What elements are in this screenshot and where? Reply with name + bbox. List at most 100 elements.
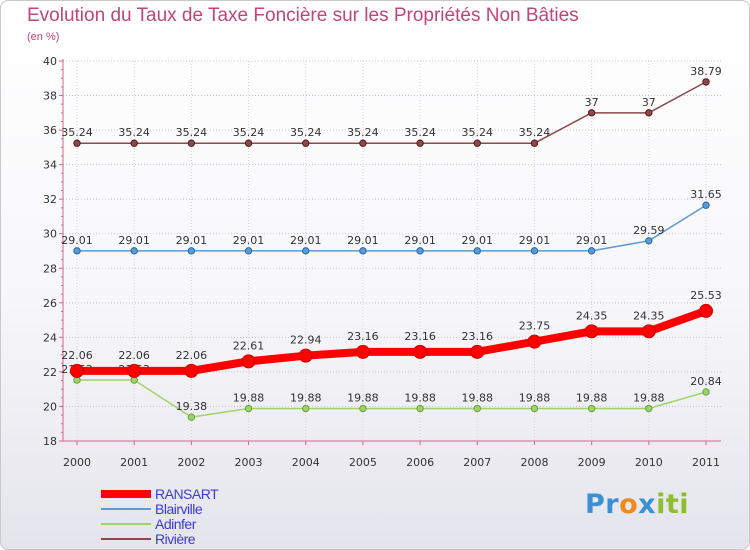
y-tick-label: 20 — [43, 400, 57, 413]
y-tick-label: 24 — [43, 331, 57, 344]
data-point — [413, 344, 428, 359]
y-tick-label: 36 — [43, 124, 57, 137]
data-label: 35.24 — [462, 126, 494, 139]
data-point — [527, 334, 542, 349]
legend-item-blairville: Blairville — [101, 501, 301, 517]
y-tick-label: 40 — [43, 55, 57, 68]
data-point — [187, 139, 196, 147]
data-label: 29.01 — [118, 234, 150, 247]
data-label: 29.01 — [462, 234, 494, 247]
y-tick-label: 34 — [43, 159, 57, 172]
data-point — [302, 247, 310, 255]
data-label: 23.16 — [347, 330, 379, 343]
legend-label-blairville: Blairville — [155, 501, 203, 517]
data-label: 24.35 — [633, 309, 665, 322]
data-point — [699, 303, 713, 318]
series-line-adinfer — [76, 379, 707, 418]
data-point — [244, 404, 253, 413]
data-point — [702, 201, 710, 209]
data-label: 23.75 — [519, 320, 551, 333]
legend-label-riviere: Rivière — [155, 531, 196, 547]
x-tick-label: 2001 — [120, 456, 148, 469]
data-label: 19.88 — [404, 392, 436, 405]
data-point — [127, 363, 142, 378]
x-tick-label: 2011 — [692, 456, 720, 469]
data-point — [302, 404, 310, 413]
data-label: 19.88 — [462, 392, 494, 405]
data-point — [359, 139, 367, 147]
data-label: 25.53 — [690, 289, 722, 302]
legend-swatch-blairville — [101, 508, 151, 510]
data-point — [355, 344, 370, 359]
data-point — [530, 247, 539, 255]
data-point — [73, 247, 81, 255]
data-label: 29.01 — [404, 234, 436, 247]
data-label: 22.94 — [290, 334, 322, 347]
data-point — [530, 139, 539, 147]
data-label: 19.88 — [347, 392, 379, 405]
logo-part-4: iti — [656, 489, 690, 520]
legend-item-adinfer: Adinfer — [101, 516, 301, 532]
data-label: 19.88 — [633, 392, 665, 405]
y-tick-label: 26 — [43, 297, 57, 310]
data-point — [187, 413, 196, 421]
data-point — [416, 247, 424, 255]
data-label: 29.59 — [633, 224, 665, 237]
data-point — [470, 344, 485, 359]
data-label: 24.35 — [576, 309, 608, 322]
data-label: 35.24 — [61, 126, 93, 139]
data-point — [187, 247, 196, 255]
data-point — [584, 324, 599, 339]
legend-swatch-adinfer — [101, 523, 151, 525]
data-point — [130, 247, 138, 255]
data-point — [473, 404, 481, 413]
data-point — [473, 247, 481, 255]
series-line-rivière — [76, 81, 707, 144]
data-label: 35.24 — [290, 126, 322, 139]
series-line-ransart — [73, 306, 710, 375]
data-label: 22.06 — [61, 349, 93, 362]
data-label: 29.01 — [576, 234, 608, 247]
data-label: 19.88 — [290, 392, 322, 405]
legend: RANSART Blairville Adinfer Rivière — [101, 486, 301, 547]
legend-swatch-ransart — [101, 490, 151, 498]
data-label: 35.24 — [118, 126, 150, 139]
logo-part-2: o — [619, 489, 639, 520]
data-label: 35.24 — [347, 126, 379, 139]
data-label: 23.16 — [404, 330, 436, 343]
data-point — [702, 388, 710, 396]
data-label: 29.01 — [176, 234, 208, 247]
data-label: 35.24 — [404, 126, 436, 139]
data-point — [645, 404, 653, 413]
data-label: 35.24 — [519, 126, 551, 139]
y-tick-label: 22 — [43, 366, 57, 379]
legend-item-riviere: Rivière — [101, 531, 301, 547]
data-label: 29.01 — [233, 234, 265, 247]
x-tick-label: 2000 — [63, 456, 91, 469]
y-axis-unit: (en %) — [27, 31, 60, 43]
data-point — [645, 237, 653, 245]
data-label: 37 — [585, 96, 599, 109]
proxiti-logo: Proxiti — [585, 489, 689, 520]
y-tick-label: 18 — [43, 435, 57, 448]
y-tick-label: 38 — [43, 90, 57, 103]
logo-part-1: Pr — [585, 489, 620, 520]
data-label: 19.88 — [519, 392, 551, 405]
y-tick-label: 30 — [43, 228, 57, 241]
data-label: 29.01 — [347, 234, 379, 247]
x-tick-label: 2008 — [520, 456, 548, 469]
legend-swatch-riviere — [101, 538, 151, 540]
data-point — [184, 363, 199, 378]
x-tick-label: 2010 — [635, 456, 663, 469]
data-point — [416, 404, 424, 413]
legend-label-adinfer: Adinfer — [155, 516, 196, 532]
chart-title: Evolution du Taux de Taxe Foncière sur l… — [27, 5, 579, 26]
data-label: 29.01 — [519, 234, 551, 247]
legend-label-ransart: RANSART — [155, 486, 219, 502]
legend-item-ransart: RANSART — [101, 486, 301, 502]
data-point — [70, 363, 84, 378]
data-point — [645, 109, 653, 117]
data-label: 22.61 — [233, 339, 265, 352]
